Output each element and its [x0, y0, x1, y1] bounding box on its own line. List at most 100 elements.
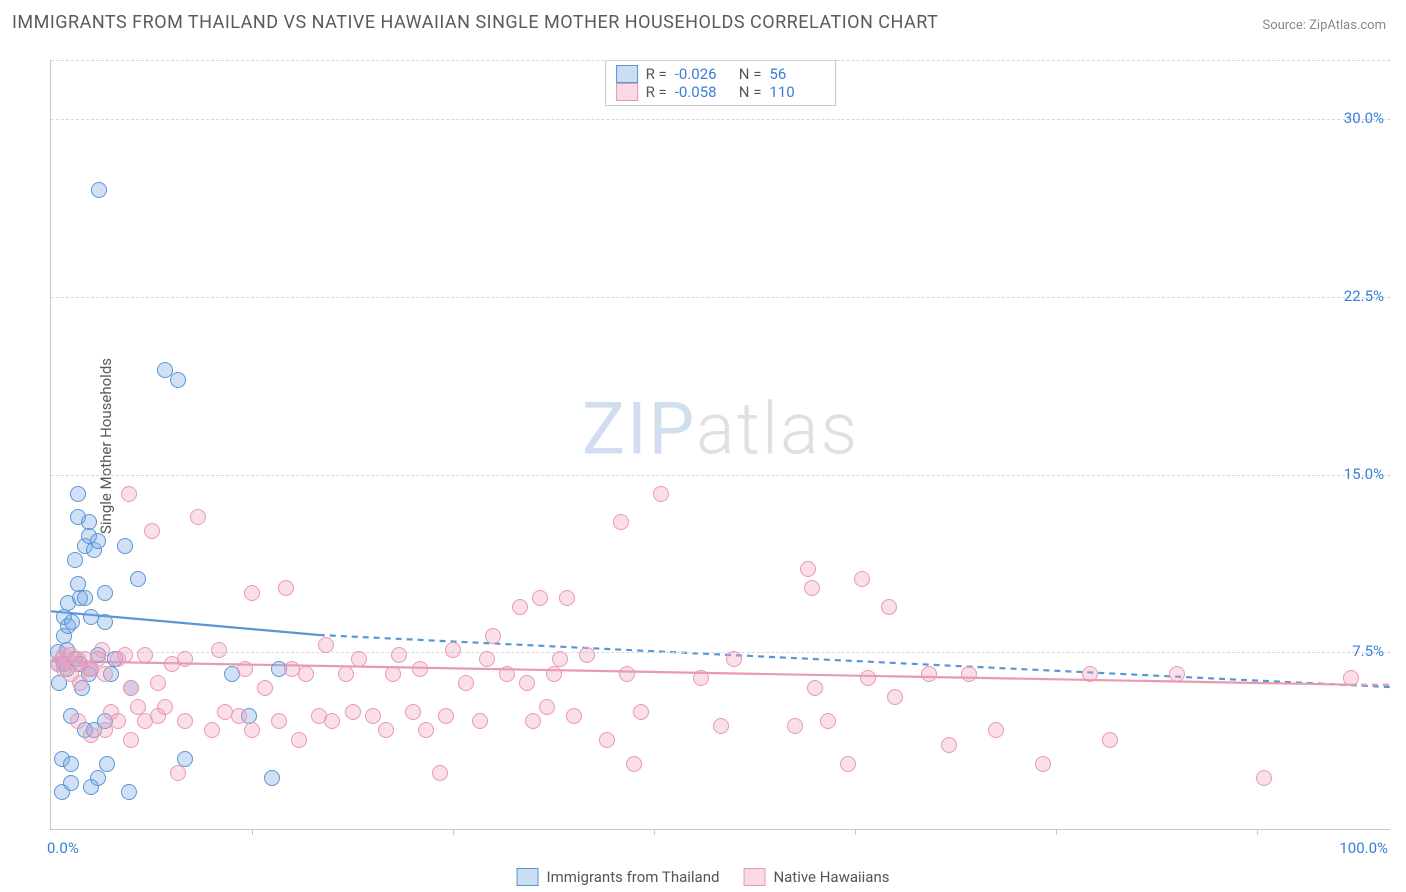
x-tick-mark — [1056, 829, 1057, 835]
gridline — [51, 475, 1390, 476]
swatch-icon — [616, 65, 638, 83]
data-point — [170, 765, 186, 781]
y-tick-label: 30.0% — [1344, 109, 1384, 127]
data-point — [1256, 770, 1272, 786]
data-point — [298, 666, 314, 682]
data-point — [579, 647, 595, 663]
data-point — [351, 651, 367, 667]
data-point — [72, 675, 88, 691]
gridline — [51, 60, 1390, 61]
data-point — [840, 756, 856, 772]
data-point — [693, 670, 709, 686]
data-point — [177, 651, 193, 667]
data-point — [713, 718, 729, 734]
data-point — [1082, 666, 1098, 682]
data-point — [77, 590, 93, 606]
data-point — [525, 713, 541, 729]
data-point — [324, 713, 340, 729]
data-point — [988, 722, 1004, 738]
data-point — [94, 642, 110, 658]
data-point — [559, 590, 575, 606]
data-point — [458, 675, 474, 691]
y-tick-label: 15.0% — [1344, 465, 1384, 483]
y-tick-label: 7.5% — [1352, 642, 1384, 660]
data-point — [117, 647, 133, 663]
data-point — [271, 713, 287, 729]
data-point — [412, 661, 428, 677]
data-point — [438, 708, 454, 724]
data-point — [99, 756, 115, 772]
data-point — [123, 732, 139, 748]
data-point — [150, 675, 166, 691]
data-point — [546, 666, 562, 682]
legend: Immigrants from Thailand Native Hawaiian… — [517, 868, 890, 886]
chart-container: IMMIGRANTS FROM THAILAND VS NATIVE HAWAI… — [0, 0, 1406, 892]
data-point — [170, 372, 186, 388]
legend-label: Immigrants from Thailand — [547, 868, 720, 886]
data-point — [1035, 756, 1051, 772]
data-point — [860, 670, 876, 686]
data-point — [512, 599, 528, 615]
data-point — [123, 680, 139, 696]
legend-item-thailand: Immigrants from Thailand — [517, 868, 720, 886]
data-point — [97, 585, 113, 601]
data-point — [244, 722, 260, 738]
x-tick-mark — [654, 829, 655, 835]
data-point — [499, 666, 515, 682]
data-point — [231, 708, 247, 724]
data-point — [881, 599, 897, 615]
x-tick-min: 0.0% — [47, 839, 79, 857]
data-point — [237, 661, 253, 677]
data-point — [1169, 666, 1185, 682]
data-point — [807, 680, 823, 696]
data-point — [566, 708, 582, 724]
swatch-icon — [517, 868, 539, 886]
data-point — [97, 614, 113, 630]
data-point — [385, 666, 401, 682]
legend-item-hawaiian: Native Hawaiians — [743, 868, 889, 886]
data-point — [70, 713, 86, 729]
data-point — [485, 628, 501, 644]
data-point — [552, 651, 568, 667]
stats-box: R = -0.026 N = 56 R = -0.058 N = 110 — [605, 60, 837, 106]
data-point — [121, 784, 137, 800]
data-point — [345, 704, 361, 720]
data-point — [653, 486, 669, 502]
data-point — [67, 552, 83, 568]
x-tick-mark — [855, 829, 856, 835]
data-point — [391, 647, 407, 663]
data-point — [519, 675, 535, 691]
source-label: Source: ZipAtlas.com — [1262, 18, 1386, 33]
data-point — [137, 647, 153, 663]
data-point — [854, 571, 870, 587]
data-point — [921, 666, 937, 682]
data-point — [479, 651, 495, 667]
data-point — [90, 533, 106, 549]
data-point — [961, 666, 977, 682]
data-point — [941, 737, 957, 753]
data-point — [97, 666, 113, 682]
data-point — [820, 713, 836, 729]
data-point — [64, 614, 80, 630]
data-point — [91, 182, 107, 198]
data-point — [157, 699, 173, 715]
data-point — [800, 561, 816, 577]
data-point — [264, 770, 280, 786]
data-point — [532, 590, 548, 606]
data-point — [539, 699, 555, 715]
x-tick-mark — [1257, 829, 1258, 835]
data-point — [418, 722, 434, 738]
data-point — [432, 765, 448, 781]
data-point — [117, 538, 133, 554]
gridline — [51, 297, 1390, 298]
data-point — [70, 486, 86, 502]
stats-row-hawaiian: R = -0.058 N = 110 — [616, 83, 826, 101]
data-point — [130, 571, 146, 587]
data-point — [887, 689, 903, 705]
x-tick-mark — [252, 829, 253, 835]
gridline — [51, 119, 1390, 120]
data-point — [599, 732, 615, 748]
data-point — [291, 732, 307, 748]
data-point — [633, 704, 649, 720]
data-point — [1343, 670, 1359, 686]
